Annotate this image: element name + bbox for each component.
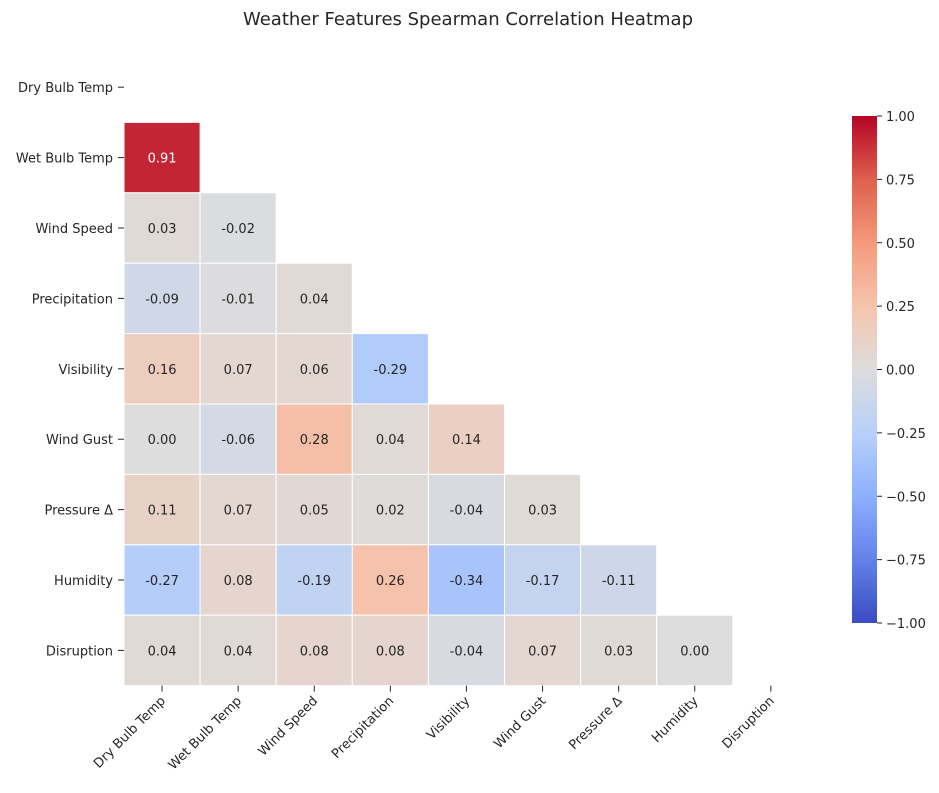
heatmap-cell <box>199 544 277 616</box>
heatmap-cell <box>504 544 582 616</box>
cell-value-label: 0.11 <box>148 504 177 519</box>
y-tick-label: Wind Gust <box>46 433 113 448</box>
colorbar-tick-label: 0.25 <box>886 300 915 315</box>
heatmap-cell <box>275 403 353 475</box>
y-tick-label: Wind Speed <box>35 222 113 237</box>
heatmap-cell <box>580 544 658 616</box>
cell-value-label: 0.03 <box>604 644 633 659</box>
heatmap-cell <box>199 473 277 546</box>
x-tick-label: Disruption <box>720 694 778 752</box>
cell-value-label: 0.02 <box>376 504 405 519</box>
cell-value-label: 0.16 <box>148 363 177 378</box>
cell-value-label: 0.14 <box>452 433 481 448</box>
colorbar-gradient <box>852 116 877 623</box>
cell-value-label: 0.08 <box>376 644 405 659</box>
colorbar-tick-label: 0.50 <box>886 237 915 252</box>
cell-value-label: -0.01 <box>221 292 255 307</box>
heatmap-cell <box>199 192 277 264</box>
cell-value-label: 0.07 <box>224 363 253 378</box>
heatmap-cell <box>351 544 429 616</box>
colorbar: 1.00 0.75 0.50 0.25 0.00 −0.25 −0.50 −0.75 −1.00 <box>852 110 926 632</box>
cell-value-label: 0.26 <box>376 574 405 589</box>
heatmap-cell <box>504 473 582 546</box>
heatmap-cell <box>656 614 734 687</box>
heatmap-cell <box>351 403 429 475</box>
heatmap-cell <box>123 544 201 616</box>
colorbar-tick-label: −0.25 <box>886 427 926 442</box>
x-tick-label: Precipitation <box>329 694 397 762</box>
y-tick-label: Wet Bulb Temp <box>16 152 113 167</box>
y-tick-label: Humidity <box>54 574 113 589</box>
y-tick-label: Pressure Δ <box>44 504 113 519</box>
heatmap-cell-labels: 0.91 0.03 -0.02 -0.09 -0.01 0.04 0.16 0.07 0.06 -… <box>145 152 709 660</box>
x-tick-label: Visibility <box>424 694 473 743</box>
heatmap-cell <box>123 192 201 264</box>
y-tick-label: Disruption <box>46 644 113 659</box>
heatmap-cell <box>275 262 353 335</box>
cell-value-label: 0.04 <box>300 292 329 307</box>
heatmap-cell <box>123 121 201 194</box>
cell-value-label: -0.04 <box>450 504 484 519</box>
y-tick-label: Dry Bulb Temp <box>18 81 113 96</box>
cell-value-label: 0.06 <box>300 363 329 378</box>
x-tick-label: Dry Bulb Temp <box>91 694 169 772</box>
cell-value-label: 0.07 <box>528 644 557 659</box>
colorbar-tick-label: 1.00 <box>886 110 915 125</box>
cell-value-label: -0.34 <box>450 574 484 589</box>
colorbar-tick-label: 0.00 <box>886 364 915 379</box>
cell-value-label: -0.02 <box>221 222 255 237</box>
y-axis: Dry Bulb Temp Wet Bulb Temp Wind Speed Prec… <box>16 81 124 659</box>
heatmap-cell <box>427 473 505 546</box>
cell-value-label: 0.08 <box>224 574 253 589</box>
cell-value-label: 0.07 <box>224 504 253 519</box>
x-tick-label: Wind Speed <box>256 694 321 759</box>
cell-value-label: 0.04 <box>376 433 405 448</box>
cell-value-label: 0.05 <box>300 504 329 519</box>
heatmap-cell <box>199 262 277 335</box>
colorbar-tick-label: −0.50 <box>886 490 926 505</box>
heatmap-cell <box>123 614 201 687</box>
heatmap-cell <box>427 403 505 475</box>
heatmap-cell <box>199 403 277 475</box>
heatmap-cell <box>275 614 353 687</box>
colorbar-tick-label: −0.75 <box>886 554 926 569</box>
chart-title: Weather Features Spearman Correlation He… <box>243 9 693 30</box>
cell-value-label: 0.00 <box>148 433 177 448</box>
cell-value-label: 0.03 <box>148 222 177 237</box>
heatmap-cell <box>275 473 353 546</box>
cell-value-label: -0.17 <box>526 574 560 589</box>
y-tick-label: Precipitation <box>32 292 113 307</box>
cell-value-label: 0.08 <box>300 644 329 659</box>
y-tick-label: Visibility <box>59 363 114 378</box>
cell-value-label: -0.27 <box>145 574 179 589</box>
x-tick-label: Pressure Δ <box>566 694 625 753</box>
cell-value-label: 0.28 <box>300 433 329 448</box>
cell-value-label: -0.29 <box>374 363 408 378</box>
cell-value-label: -0.11 <box>602 574 636 589</box>
colorbar-tick-label: −1.00 <box>886 617 926 632</box>
cell-value-label: 0.00 <box>680 644 709 659</box>
cell-value-label: -0.06 <box>221 433 255 448</box>
x-tick-label: Humidity <box>649 694 702 747</box>
heatmap-cell <box>199 333 277 405</box>
cell-value-label: -0.09 <box>145 292 179 307</box>
cell-value-label: 0.04 <box>224 644 253 659</box>
cell-value-label: -0.19 <box>297 574 331 589</box>
heatmap-cell <box>580 614 658 687</box>
heatmap-cell <box>351 473 429 546</box>
colorbar-tick-label: 0.75 <box>886 173 915 188</box>
cell-value-label: 0.91 <box>148 152 177 167</box>
heatmap-cells <box>123 121 734 687</box>
cell-value-label: 0.03 <box>528 504 557 519</box>
heatmap-cell <box>123 262 201 335</box>
x-tick-label: Wind Gust <box>491 694 549 752</box>
heatmap-cell <box>351 333 429 405</box>
cell-value-label: -0.04 <box>450 644 484 659</box>
x-tick-label: Wet Bulb Temp <box>166 694 245 773</box>
cell-value-label: 0.04 <box>148 644 177 659</box>
